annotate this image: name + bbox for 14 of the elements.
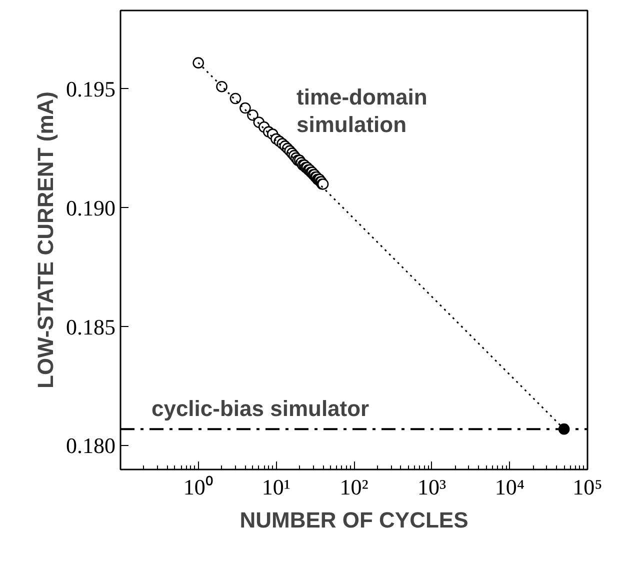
x-tick-label: 10⁴ xyxy=(494,474,525,500)
y-tick-label: 0.180 xyxy=(66,433,116,458)
ref-line-label: cyclic-bias simulator xyxy=(151,396,370,422)
annotation: time-domain simulation xyxy=(296,84,428,137)
x-tick-label: 10⁰ xyxy=(183,474,214,500)
x-axis-title: NUMBER OF CYCLES xyxy=(240,508,468,532)
x-tick-label: 10¹ xyxy=(262,474,290,500)
y-tick-label: 0.195 xyxy=(66,76,116,102)
x-tick-label: 10⁵ xyxy=(572,474,602,500)
y-tick-label: 0.190 xyxy=(66,195,116,220)
y-axis-title: LOW-STATE CURRENT (mA) xyxy=(33,92,58,388)
x-tick-label: 10² xyxy=(340,474,369,500)
x-tick-label: 10³ xyxy=(418,474,447,500)
y-tick-label: 0.185 xyxy=(66,314,116,340)
